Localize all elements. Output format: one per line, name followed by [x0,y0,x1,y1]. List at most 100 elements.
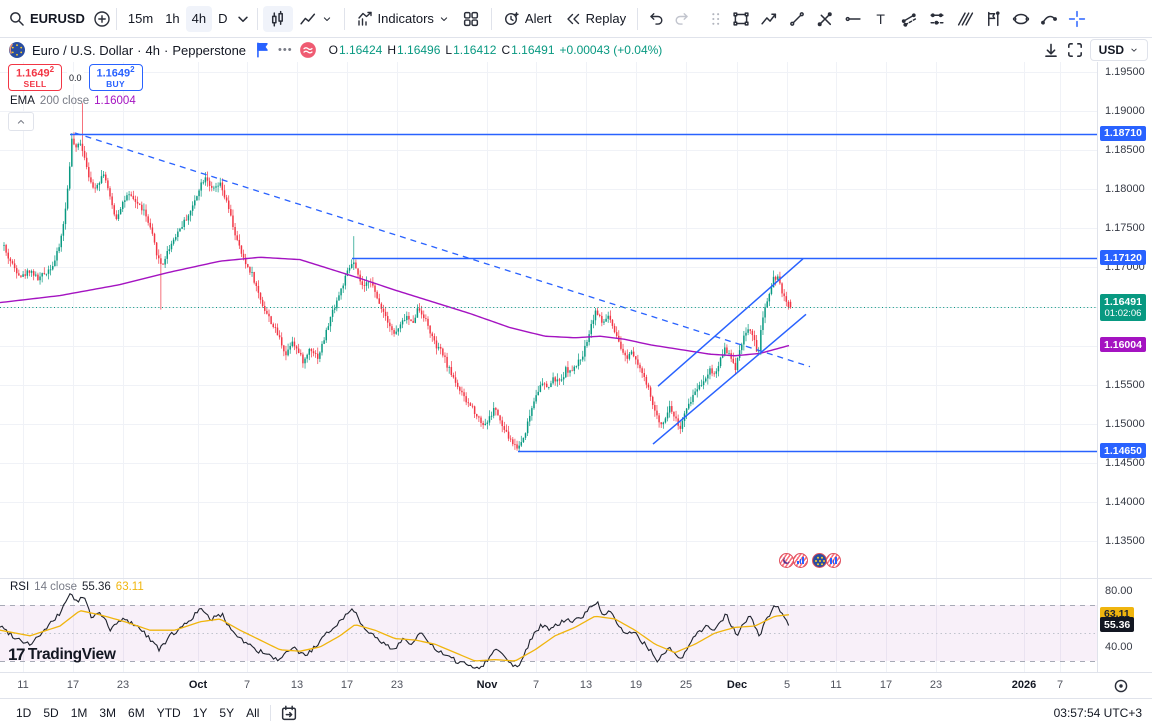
eu-flag-icon [8,41,26,59]
parallel-channel-icon[interactable] [896,6,921,32]
price-level-badge: 1.18710 [1100,125,1146,141]
chart-type-candles-button[interactable] [262,5,293,32]
zigzag-tool-icon[interactable] [756,6,781,32]
ema-value-badge: 1.16004 [1100,337,1146,353]
text-tool-icon[interactable]: T [876,10,885,27]
go-to-date-icon[interactable] [280,704,298,722]
rsi-ma-value: 63.11 [115,581,144,593]
sell-button[interactable]: 1.16492 SELL [8,64,62,91]
time-tick-label: 17 [66,679,80,691]
range-3m[interactable]: 3M [99,706,117,720]
range-1m[interactable]: 1M [70,706,88,720]
download-icon[interactable] [1042,41,1060,59]
replay-label: Replay [585,11,627,26]
chart-canvas[interactable] [0,62,1097,672]
alert-button[interactable]: Alert [497,6,558,32]
high-label: H [387,43,397,57]
trendline-tool-icon[interactable] [784,6,809,32]
economic-event-icon[interactable] [793,553,808,568]
sell-label: SELL [23,78,47,89]
chart-bars-icon [829,557,838,564]
flag-marker-icon[interactable] [980,6,1005,32]
crosshair-icon[interactable] [1064,6,1089,32]
indicators-label: Indicators [377,11,434,26]
price-tick-label: 1.19500 [1105,66,1145,78]
layout-grid-button[interactable] [456,6,486,32]
economic-event-icon[interactable] [826,553,841,568]
ema-value: 1.16004 [94,95,136,107]
range-1d[interactable]: 1D [16,706,32,720]
ema-params: 200 close [39,95,90,107]
replay-button[interactable]: Replay [558,6,632,32]
time-axis[interactable]: 11 17 23 Oct 7 13 17 23 Nov 7 13 19 25 Dec 5 11 17 23 2026… [0,672,1152,699]
timeframe-d[interactable]: D [218,11,228,26]
rsi-legend[interactable]: RSI 14 close 55.36 63.11 [10,581,144,593]
tradingview-logo[interactable]: 17 TradingView [8,645,116,665]
price-tick-label: 1.18000 [1105,183,1145,196]
line-style-button[interactable] [293,6,339,32]
go-to-realtime-icon[interactable] [1112,677,1130,695]
symbol-row-right-controls: USD [1042,38,1148,62]
economic-event-icon[interactable] [812,553,827,568]
range-6m[interactable]: 6M [128,706,145,720]
range-5d[interactable]: 5D [43,706,59,720]
economic-event-icon[interactable] [779,553,794,568]
divider [490,7,492,30]
redo-icon[interactable] [673,10,691,28]
symbol-interval: 4h [145,42,160,58]
time-tick-label: 17 [340,679,354,691]
currency-selector[interactable]: USD [1089,39,1148,61]
symbol-button[interactable]: EURUSD [26,6,89,32]
price-tick-label: 1.15000 [1105,417,1145,430]
range-ytd[interactable]: YTD [156,706,181,720]
symbol-info-row: Euro / U.S. Dollar · 4h · Pepperstone ••… [0,38,1152,62]
ema-name: EMA [10,95,35,107]
ohlc-readout: O 1.16424 H 1.16496 L 1.16412 C 1.16491 +0.0… [329,43,663,57]
more-options-button[interactable]: ••• [278,44,293,56]
ema-legend[interactable]: EMA 200 close 1.16004 [10,95,136,107]
curve-tool-icon[interactable] [1036,6,1061,32]
selection-rect-icon[interactable] [728,6,753,32]
range-5y[interactable]: 5Y [219,706,235,720]
undo-icon[interactable] [647,10,665,28]
buy-button[interactable]: 1.16492 BUY [88,64,143,91]
price-tick-label: 1.14500 [1105,456,1145,469]
drag-handle-icon[interactable] [707,10,725,28]
timezone-clock[interactable]: 03:57:54 UTC+3 [1053,706,1142,720]
ellipse-tool-icon[interactable] [1008,6,1033,32]
price-axis[interactable]: 1.19500 1.19000 1.18500 1.18000 1.17500 1.170… [1097,62,1152,672]
horizontal-ray-icon[interactable] [840,6,865,32]
chart-bars-icon [796,557,805,564]
bottom-toolbar: 1D 5D 1M 3M 6M YTD 1Y 5Y All 03:57:54 UT… [0,698,1152,727]
disjoint-channel-icon[interactable] [924,6,949,32]
symbol-label: EURUSD [30,11,85,26]
rsi-value-badge: 55.36 [1100,617,1135,633]
collapse-legend-button[interactable] [8,112,34,131]
multi-lines-tool-icon[interactable] [952,6,977,32]
top-toolbar: EURUSD 15m 1h 4h D Indicators Alert Repl… [0,0,1152,38]
symbol-title[interactable]: Euro / U.S. Dollar [32,42,134,58]
divider [343,7,345,30]
divider [115,7,117,30]
divider [637,7,639,30]
range-all[interactable]: All [246,706,260,720]
timeframe-1h[interactable]: 1h [165,11,180,26]
search-icon[interactable] [8,10,26,28]
pane-separator[interactable] [0,578,1152,579]
chevron-down-icon[interactable] [234,10,252,28]
cross-lines-tool-icon[interactable] [812,6,837,32]
compare-add-icon[interactable] [93,10,111,28]
price-tick-label: 1.15500 [1105,378,1145,391]
timeframe-4h[interactable]: 4h [185,5,213,32]
chevron-down-icon [321,10,333,28]
maximize-icon[interactable] [1066,41,1084,59]
timeframe-15m[interactable]: 15m [127,11,154,26]
price-tick-label: 1.17500 [1105,222,1145,235]
indicators-button[interactable]: Indicators [350,6,456,32]
time-tick-label: 23 [390,679,404,691]
open-value: 1.16424 [338,43,383,57]
flag-icon[interactable] [254,41,272,59]
range-1y[interactable]: 1Y [192,706,208,720]
price-tick-label: 1.14000 [1105,495,1145,508]
